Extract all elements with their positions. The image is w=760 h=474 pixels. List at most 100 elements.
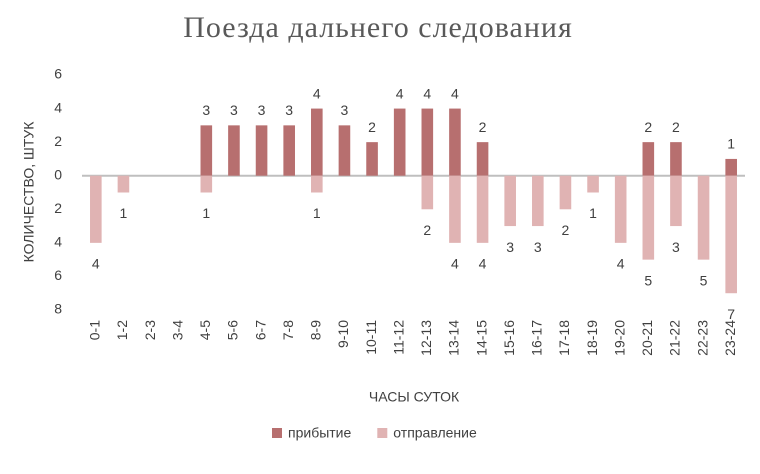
data-label: 2 bbox=[368, 119, 376, 135]
legend-swatch bbox=[377, 428, 388, 438]
x-tick-label: 21-22 bbox=[667, 320, 683, 356]
y-tick-label: 0 bbox=[54, 166, 62, 182]
data-label: 1 bbox=[313, 205, 321, 221]
x-tick-label: 20-21 bbox=[639, 320, 655, 356]
bar bbox=[311, 108, 323, 176]
data-label: 3 bbox=[258, 102, 266, 118]
data-label: 3 bbox=[506, 239, 514, 255]
bar bbox=[532, 175, 544, 227]
bar bbox=[642, 142, 655, 176]
data-label: 4 bbox=[451, 256, 459, 272]
x-tick-label: 7-8 bbox=[280, 320, 296, 340]
data-label: 2 bbox=[644, 119, 652, 135]
data-label: 3 bbox=[202, 102, 210, 118]
chart-title: Поезда дальнего следования bbox=[183, 11, 573, 44]
data-label: 4 bbox=[92, 256, 100, 272]
bar bbox=[283, 125, 295, 176]
x-axis-label: ЧАСЫ СУТОК bbox=[369, 389, 460, 405]
x-tick-label: 22-23 bbox=[694, 320, 710, 356]
bar bbox=[117, 175, 130, 193]
bar bbox=[559, 175, 572, 210]
data-label: 2 bbox=[423, 222, 431, 238]
x-tick-label: 13-14 bbox=[446, 320, 462, 356]
bar bbox=[504, 175, 516, 227]
data-label: 4 bbox=[479, 256, 487, 272]
x-tick-label: 11-12 bbox=[390, 320, 406, 355]
data-label: 1 bbox=[120, 205, 128, 221]
x-tick-label: 19-20 bbox=[611, 320, 627, 356]
data-label: 7 bbox=[727, 306, 735, 322]
y-tick-label: 4 bbox=[54, 99, 62, 115]
x-tick-label: 6-7 bbox=[252, 320, 268, 340]
y-tick-label: 2 bbox=[54, 133, 62, 149]
bar bbox=[421, 108, 434, 176]
x-tick-label: 23-24 bbox=[722, 320, 738, 356]
data-label: 4 bbox=[423, 85, 431, 101]
bar bbox=[449, 175, 461, 243]
x-tick-label: 3-4 bbox=[169, 320, 185, 340]
x-tick-label: 10-11 bbox=[363, 320, 379, 355]
legend-label: отправление bbox=[393, 425, 477, 441]
data-label: 2 bbox=[479, 119, 487, 135]
x-tick-label: 2-3 bbox=[142, 320, 158, 340]
data-label: 3 bbox=[534, 239, 542, 255]
bar bbox=[476, 142, 489, 176]
x-tick-label: 17-18 bbox=[556, 320, 572, 356]
bar bbox=[393, 108, 406, 176]
data-label: 2 bbox=[672, 119, 680, 135]
data-label: 3 bbox=[285, 102, 293, 118]
x-tick-label: 1-2 bbox=[114, 320, 130, 340]
data-label: 2 bbox=[562, 222, 570, 238]
bar bbox=[421, 175, 434, 210]
y-tick-label: 2 bbox=[54, 200, 62, 216]
y-tick-label: 8 bbox=[54, 301, 62, 317]
bar bbox=[366, 142, 378, 176]
x-tick-label: 0-1 bbox=[87, 320, 103, 340]
bar bbox=[725, 158, 737, 176]
data-label: 1 bbox=[202, 205, 210, 221]
x-tick-label: 15-16 bbox=[501, 320, 517, 356]
bar bbox=[587, 175, 599, 193]
data-label: 4 bbox=[396, 85, 404, 101]
y-tick-label: 4 bbox=[54, 234, 62, 250]
bar bbox=[642, 175, 655, 260]
y-tick-label: 6 bbox=[54, 66, 62, 82]
data-label: 3 bbox=[672, 239, 680, 255]
bar bbox=[200, 125, 213, 176]
bar bbox=[670, 175, 682, 227]
data-label: 5 bbox=[644, 272, 652, 288]
bar bbox=[476, 175, 489, 243]
bar bbox=[200, 175, 213, 193]
x-tick-label: 12-13 bbox=[418, 320, 434, 356]
data-label: 3 bbox=[341, 102, 349, 118]
data-label: 4 bbox=[451, 85, 459, 101]
x-tick-label: 4-5 bbox=[197, 320, 213, 340]
bar bbox=[255, 125, 268, 176]
bar bbox=[449, 108, 461, 176]
data-label: 4 bbox=[313, 85, 321, 101]
bar bbox=[228, 125, 240, 176]
x-tick-label: 5-6 bbox=[225, 320, 241, 340]
data-label: 3 bbox=[230, 102, 238, 118]
legend-swatch bbox=[272, 428, 282, 438]
bar bbox=[725, 175, 737, 294]
bar bbox=[670, 142, 682, 176]
x-tick-label: 9-10 bbox=[335, 320, 351, 348]
x-tick-label: 8-9 bbox=[308, 320, 324, 340]
bar bbox=[311, 175, 323, 193]
bar bbox=[90, 175, 102, 243]
data-label: 4 bbox=[617, 256, 625, 272]
data-label: 1 bbox=[727, 136, 735, 152]
bar bbox=[614, 175, 627, 243]
legend-label: прибытие bbox=[288, 425, 352, 441]
x-tick-label: 18-19 bbox=[584, 320, 600, 356]
x-tick-label: 14-15 bbox=[473, 320, 489, 356]
bar bbox=[697, 175, 710, 260]
bar bbox=[338, 125, 351, 176]
y-tick-label: 6 bbox=[54, 267, 62, 283]
data-label: 5 bbox=[700, 272, 708, 288]
data-label: 1 bbox=[589, 205, 597, 221]
x-tick-label: 16-17 bbox=[529, 320, 545, 356]
y-axis-label: КОЛИЧЕСТВО, ШТУК bbox=[21, 121, 37, 263]
